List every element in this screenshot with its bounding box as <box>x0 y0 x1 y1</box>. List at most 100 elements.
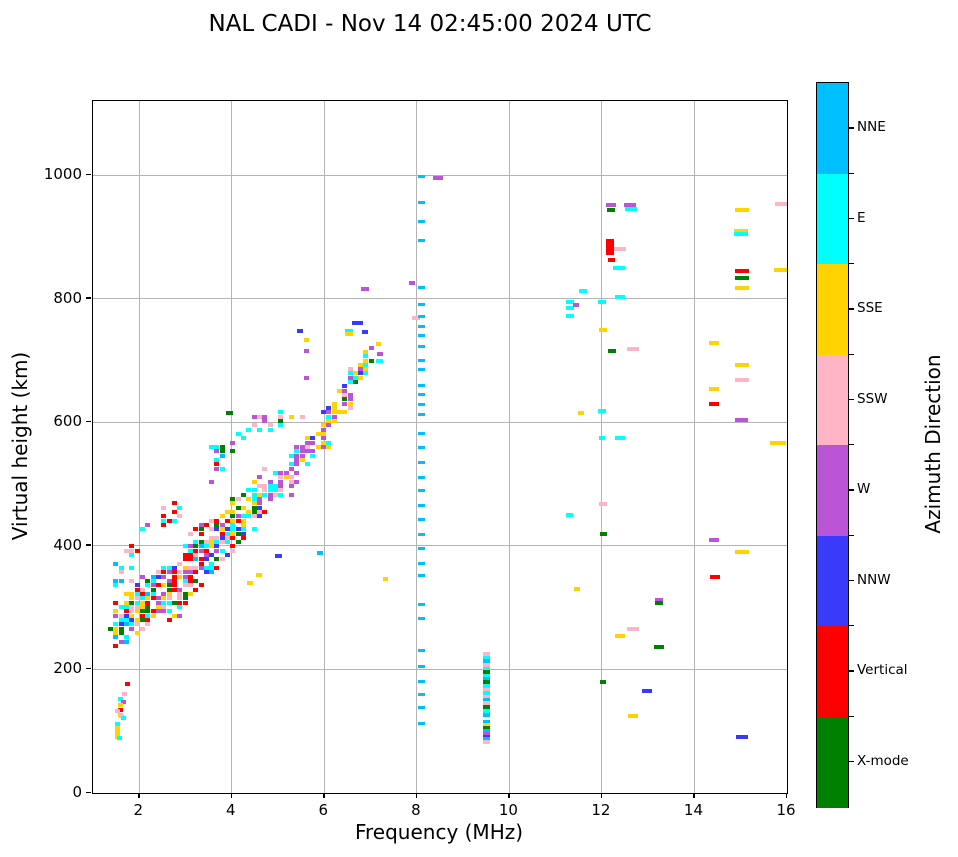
data-point <box>150 583 156 588</box>
data-point <box>417 649 425 653</box>
data-point <box>129 613 135 618</box>
data-point <box>219 522 225 527</box>
data-point <box>304 449 310 454</box>
colorbar-center-tick <box>849 398 854 401</box>
data-point <box>734 208 749 213</box>
data-point <box>241 522 247 527</box>
data-point <box>342 397 348 402</box>
data-point <box>225 535 231 540</box>
data-point <box>482 666 490 671</box>
data-point <box>118 626 124 631</box>
data-point <box>733 228 748 233</box>
data-point <box>363 367 369 372</box>
data-point <box>182 596 188 601</box>
data-point <box>358 371 364 376</box>
gridline-x <box>138 101 140 793</box>
data-point <box>177 514 183 519</box>
data-point <box>241 518 247 523</box>
data-point <box>278 475 284 480</box>
data-point <box>246 514 252 519</box>
data-point <box>134 548 140 553</box>
data-point <box>482 673 490 678</box>
data-point <box>150 574 156 579</box>
data-point <box>155 596 161 601</box>
data-point <box>326 410 332 415</box>
data-point <box>304 462 310 467</box>
data-point <box>209 561 215 566</box>
data-point <box>124 605 130 610</box>
data-point <box>251 423 257 428</box>
data-point <box>331 414 337 419</box>
data-point <box>140 613 145 618</box>
data-point <box>155 570 161 575</box>
data-point <box>155 574 161 579</box>
data-point <box>363 349 369 354</box>
data-point <box>482 734 490 739</box>
data-point <box>600 531 608 536</box>
data-point <box>124 609 130 614</box>
data-point <box>187 544 193 549</box>
data-point <box>417 561 425 565</box>
data-point <box>598 501 607 506</box>
colorbar-category-label: W <box>857 481 871 498</box>
data-point <box>118 613 124 618</box>
data-point <box>574 587 581 592</box>
data-point <box>140 587 145 592</box>
data-point <box>113 635 119 640</box>
data-point <box>297 329 304 334</box>
data-point <box>377 351 384 356</box>
data-point <box>734 362 749 367</box>
colorbar-center-tick <box>849 579 854 582</box>
data-point <box>417 706 425 710</box>
data-point <box>171 509 177 514</box>
data-point <box>257 496 263 501</box>
data-point <box>129 596 135 601</box>
data-point <box>304 338 310 343</box>
data-point <box>283 470 289 475</box>
data-point <box>115 725 121 739</box>
data-point <box>310 453 316 458</box>
data-point <box>225 527 231 532</box>
data-point <box>124 613 130 618</box>
data-point <box>113 630 119 635</box>
data-point <box>113 561 119 566</box>
data-point <box>363 358 369 363</box>
plot-area <box>92 100 788 794</box>
chart-title: NAL CADI - Nov 14 02:45:00 2024 UTC <box>208 11 652 37</box>
data-point <box>203 557 209 562</box>
data-point <box>257 427 263 432</box>
data-point <box>417 603 425 607</box>
data-point <box>417 445 425 449</box>
data-point <box>214 466 220 471</box>
data-point <box>241 514 247 519</box>
data-point <box>351 320 363 325</box>
data-point <box>209 544 215 549</box>
gridline-y <box>93 545 787 547</box>
colorbar-category-label: X-mode <box>857 752 909 769</box>
data-point <box>166 592 172 597</box>
data-point <box>145 579 151 584</box>
data-point <box>654 601 663 606</box>
data-point <box>273 470 279 475</box>
x-axis-label: Frequency (MHz) <box>354 820 524 844</box>
data-point <box>150 579 156 584</box>
data-point <box>482 669 490 674</box>
data-point <box>124 548 130 553</box>
data-point <box>294 462 300 467</box>
data-point <box>363 362 369 367</box>
data-point <box>288 414 294 419</box>
data-point <box>624 206 637 211</box>
data-point <box>113 600 119 605</box>
colorbar-segment-nnw <box>817 535 848 627</box>
data-point <box>363 354 369 359</box>
data-point <box>225 509 231 514</box>
data-point <box>482 687 490 692</box>
data-point <box>209 518 215 523</box>
data-point <box>278 470 284 475</box>
data-point <box>134 596 140 601</box>
data-point <box>203 553 209 558</box>
data-point <box>182 566 188 571</box>
data-point <box>230 518 236 523</box>
data-point <box>417 334 425 338</box>
data-point <box>203 548 209 553</box>
